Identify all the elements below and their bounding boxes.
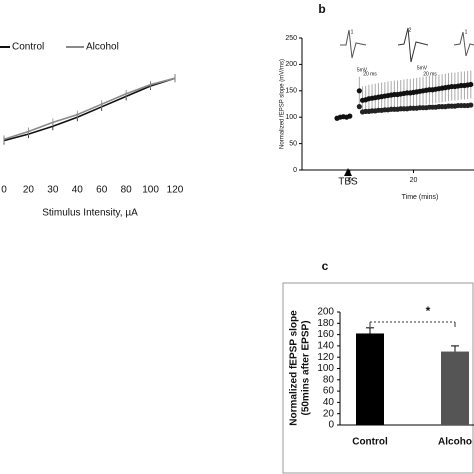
- y-tick-label: 0: [328, 420, 334, 431]
- panel-label: b: [318, 2, 325, 16]
- y-tick-label: 250: [285, 35, 297, 42]
- annotation: TBS: [338, 177, 358, 188]
- y-tick-label: 20: [323, 408, 335, 419]
- inset-label: 5mV: [357, 67, 368, 73]
- data-point: [347, 113, 353, 119]
- y-tick-label: 50: [289, 140, 297, 147]
- x-tick-label: 80: [121, 185, 133, 196]
- inset-label: 5mV: [417, 65, 428, 71]
- data-point: [468, 102, 474, 108]
- y-tick-label: 140: [317, 341, 334, 352]
- legend-label: Alcohol: [86, 42, 119, 53]
- inset-label: 1: [465, 29, 468, 35]
- y-axis-label: (50mins after EPSP): [301, 320, 312, 415]
- trace-inset: [340, 29, 367, 59]
- x-tick-label: 60: [96, 185, 108, 196]
- x-tick-label: 0: [348, 177, 352, 184]
- panel-label: c: [322, 259, 329, 273]
- x-tick-label: Alcoho: [438, 437, 472, 448]
- y-tick-label: 120: [317, 352, 334, 363]
- inset-label: 20 ms: [423, 71, 437, 77]
- y-axis-label: Normalized fEPSP slope (mV/ms): [280, 59, 286, 149]
- x-tick-label: 20: [410, 177, 418, 184]
- y-tick-label: 60: [323, 386, 335, 397]
- y-tick-label: 100: [317, 363, 334, 374]
- x-tick-label: 20: [23, 185, 35, 196]
- y-tick-label: 150: [285, 88, 297, 95]
- panel-frame: [282, 282, 474, 474]
- y-tick-label: 100: [285, 114, 297, 121]
- x-axis-label: Stimulus Intensity, µA: [42, 208, 138, 219]
- x-tick-label: 120: [167, 185, 184, 196]
- x-tick-label: 40: [72, 185, 84, 196]
- bar: [441, 351, 469, 425]
- y-tick-label: 0: [293, 167, 297, 174]
- inset-label: 2: [409, 27, 412, 33]
- y-tick-label: 160: [317, 329, 334, 340]
- x-tick-label: 0: [1, 185, 7, 196]
- x-tick-label: Control: [352, 437, 388, 448]
- bar: [356, 333, 384, 425]
- data-point: [356, 104, 362, 110]
- x-tick-label: 100: [142, 185, 159, 196]
- y-tick-label: 200: [317, 307, 334, 318]
- inset-label: 20 ms: [363, 71, 377, 77]
- y-tick-label: 40: [323, 397, 335, 408]
- x-tick-label: 30: [47, 185, 59, 196]
- series-line: [3, 77, 176, 142]
- x-axis-label: Time (mins): [402, 194, 439, 201]
- data-point: [356, 88, 362, 94]
- annotation: *: [426, 304, 431, 318]
- y-tick-label: 80: [323, 374, 335, 385]
- legend-label: Control: [12, 42, 44, 53]
- data-point: [468, 81, 474, 88]
- trace-inset: [453, 31, 474, 57]
- y-tick-label: 200: [285, 61, 297, 68]
- inset-label: 1: [351, 29, 354, 35]
- y-axis-label: Normalized fEPSP slope: [289, 310, 300, 426]
- tbs-arrow: [344, 168, 352, 176]
- y-tick-label: 180: [317, 318, 334, 329]
- series-line: [3, 77, 176, 141]
- trace-inset: [397, 27, 429, 63]
